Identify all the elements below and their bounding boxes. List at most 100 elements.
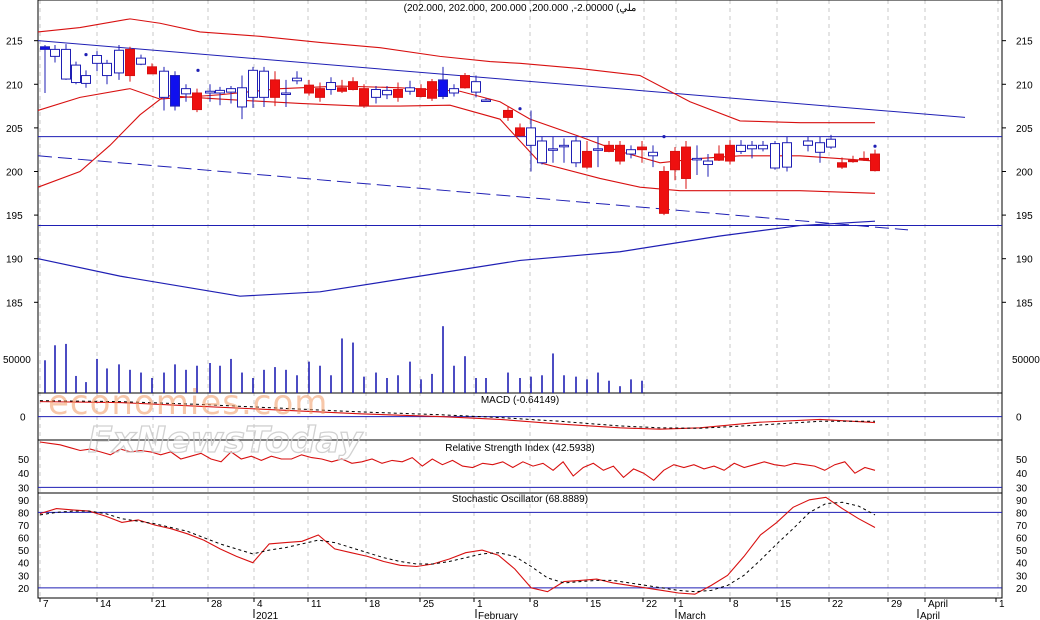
candle-body-18 xyxy=(237,87,247,108)
volume-label-left-0: 50000 xyxy=(3,355,31,366)
candle-body-36 xyxy=(438,79,448,97)
overlay-lines xyxy=(37,18,1002,297)
price-label-left-2: 205 xyxy=(6,124,23,135)
stoch-title: Stochastic Oscillator (68.8889) xyxy=(452,494,588,505)
month-label-3: April xyxy=(920,611,940,620)
candle-body-51 xyxy=(615,144,625,162)
stoch-d-line xyxy=(39,501,876,593)
candle-body-71 xyxy=(848,159,858,163)
indicators xyxy=(38,400,1002,595)
x-label-16: 29 xyxy=(891,599,903,610)
candle-body-24 xyxy=(304,84,314,94)
rsi-label-left-2: 30 xyxy=(18,483,30,494)
candle-body-59 xyxy=(703,160,713,166)
stoch-label-right-6: 30 xyxy=(1016,571,1028,582)
price-label-right-0: 215 xyxy=(1016,37,1033,48)
x-label-11: 22 xyxy=(646,599,658,610)
candle-body-1 xyxy=(50,48,60,57)
stoch-label-left-0: 90 xyxy=(18,496,30,507)
candle-body-56 xyxy=(670,150,680,171)
bollinger-lower xyxy=(37,95,876,194)
stoch-k-line xyxy=(39,496,876,595)
candle-body-22 xyxy=(281,92,291,95)
stoch-label-right-2: 70 xyxy=(1016,521,1028,532)
candle-body-54 xyxy=(648,151,658,157)
moving-average-long xyxy=(37,220,876,297)
x-label-18: 1 xyxy=(999,599,1005,610)
stoch-label-right-0: 90 xyxy=(1016,496,1028,507)
candle-body-11 xyxy=(159,70,169,98)
candle-body-19 xyxy=(248,69,258,98)
grid xyxy=(39,0,999,598)
candles xyxy=(40,44,880,216)
candle-body-47 xyxy=(571,140,581,164)
x-label-14: 15 xyxy=(780,599,792,610)
candle-body-63 xyxy=(747,144,757,150)
candle-body-55 xyxy=(659,170,669,214)
candle-body-5 xyxy=(92,55,102,64)
price-label-right-4: 195 xyxy=(1016,211,1033,222)
candle-body-28 xyxy=(348,81,358,91)
candle-body-44 xyxy=(537,140,547,164)
candle-body-13 xyxy=(181,88,191,95)
candle-body-61 xyxy=(725,144,735,162)
candle-body-17 xyxy=(226,88,236,93)
candle-body-43 xyxy=(526,127,536,146)
x-label-13: 8 xyxy=(733,599,739,610)
month-label-0: 2021 xyxy=(256,611,279,620)
price-label-right-6: 185 xyxy=(1016,298,1033,309)
candle-body-65 xyxy=(770,143,780,169)
x-label-15: 22 xyxy=(832,599,844,610)
candle-body-32 xyxy=(393,89,403,98)
x-label-12: 1 xyxy=(678,599,684,610)
trendline-upper xyxy=(37,40,966,118)
candle-body-46 xyxy=(559,144,569,148)
candle-body-0 xyxy=(40,46,50,50)
stoch-label-left-1: 80 xyxy=(18,508,30,519)
month-label-2: March xyxy=(678,611,706,620)
x-label-5: 11 xyxy=(311,599,322,610)
candle-body-25 xyxy=(315,88,325,98)
rsi-label-right-1: 40 xyxy=(1016,469,1028,480)
x-label-9: 8 xyxy=(533,599,539,610)
candle-body-16 xyxy=(215,89,225,94)
stoch-label-right-5: 40 xyxy=(1016,559,1028,570)
candle-body-38 xyxy=(460,75,470,89)
price-label-right-3: 200 xyxy=(1016,167,1033,178)
rsi-label-left-0: 50 xyxy=(18,455,30,466)
macd-title: MACD (-0.64149) xyxy=(481,395,559,406)
rsi-label-left-1: 40 xyxy=(18,469,30,480)
candle-body-10 xyxy=(147,66,157,75)
macd-signal-line xyxy=(39,400,875,429)
candle-body-8 xyxy=(125,48,135,77)
candle-body-20 xyxy=(259,70,269,98)
candle-body-12 xyxy=(170,75,180,107)
x-label-6: 18 xyxy=(369,599,381,610)
candle-body-52 xyxy=(626,149,636,155)
price-label-right-5: 190 xyxy=(1016,255,1033,266)
watermark-economies: economies.com xyxy=(48,383,328,423)
x-label-7: 25 xyxy=(423,599,435,610)
candle-body-3 xyxy=(71,64,81,84)
candle-body-31 xyxy=(382,89,392,96)
watermark-fxnewstoday: FxNewsToday xyxy=(88,420,364,461)
candle-body-27 xyxy=(337,87,347,92)
rsi-label-right-2: 30 xyxy=(1016,483,1028,494)
stoch-label-right-3: 60 xyxy=(1016,534,1028,545)
stoch-label-left-2: 70 xyxy=(18,521,30,532)
stoch-label-left-5: 40 xyxy=(18,559,30,570)
candle-body-70 xyxy=(837,162,847,168)
candle-body-69 xyxy=(826,138,836,148)
price-label-left-6: 185 xyxy=(6,298,23,309)
price-label-left-3: 200 xyxy=(6,167,23,178)
candle-body-2 xyxy=(61,48,71,80)
price-label-right-2: 205 xyxy=(1016,124,1033,135)
stoch-label-left-4: 50 xyxy=(18,546,30,557)
candle-body-34 xyxy=(416,88,426,97)
volume-label-right-0: 50000 xyxy=(1012,355,1040,366)
candle-body-42 xyxy=(515,127,525,137)
candle-body-23 xyxy=(292,77,302,82)
price-label-left-1: 210 xyxy=(6,80,23,91)
